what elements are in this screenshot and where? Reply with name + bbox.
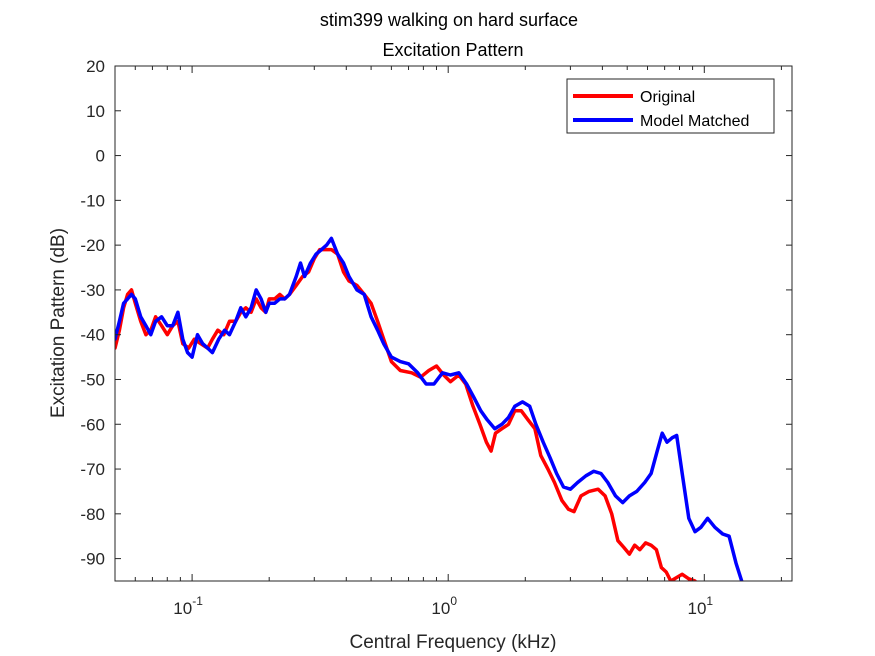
y-tick-label: 10: [86, 102, 105, 121]
legend: Original Model Matched: [566, 78, 775, 134]
x-tick-label: 10-1: [173, 594, 203, 618]
y-tick-label: -30: [80, 281, 105, 300]
y-tick-label: 0: [96, 147, 105, 166]
y-tick-label: -20: [80, 236, 105, 255]
y-tick-label: -70: [80, 460, 105, 479]
plot-area: [115, 66, 792, 581]
y-tick-label: -40: [80, 326, 105, 345]
x-tick-label: 101: [687, 594, 713, 618]
chart-subtitle: Excitation Pattern: [382, 40, 523, 60]
y-axis-label: Excitation Pattern (dB): [48, 228, 69, 418]
plot-frame: [114, 65, 793, 582]
y-tick-label: -60: [80, 415, 105, 434]
y-tick-label: -10: [80, 191, 105, 210]
y-tick-label: -90: [80, 550, 105, 569]
y-tick-label: 20: [86, 57, 105, 76]
legend-label-original: Original: [640, 89, 695, 106]
chart-title: stim399 walking on hard surface: [320, 10, 578, 30]
x-axis-label: Central Frequency (kHz): [350, 632, 557, 653]
legend-box: [566, 78, 775, 134]
x-tick-label: 100: [431, 594, 457, 618]
series-line-model-matched: [115, 236, 744, 581]
legend-label-model-matched: Model Matched: [640, 113, 749, 130]
y-tick-label: -80: [80, 505, 105, 524]
y-tick-label: -50: [80, 370, 105, 389]
series-line-original: [115, 247, 697, 581]
